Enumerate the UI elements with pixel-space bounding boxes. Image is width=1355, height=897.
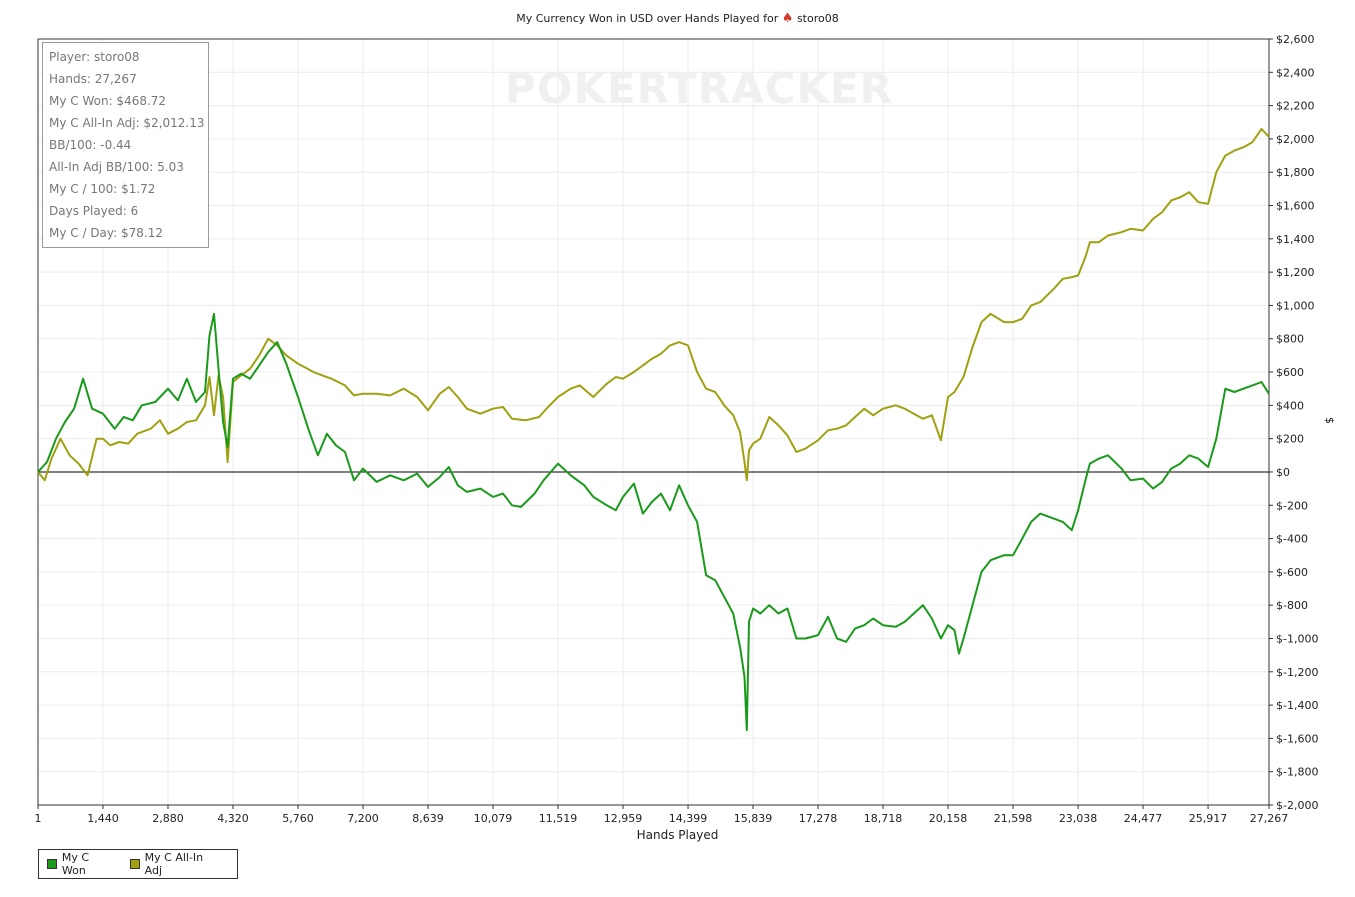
y-tick-label: $-1,400 xyxy=(1276,699,1318,712)
legend-label-won: My C Won xyxy=(61,851,90,877)
legend-swatch-won xyxy=(47,859,57,869)
stat-days-played: Days Played: 6 xyxy=(49,204,139,218)
x-tick-label: 10,079 xyxy=(474,812,513,825)
y-tick-label: $2,200 xyxy=(1276,100,1315,113)
series-line-my-c-won xyxy=(37,312,1270,732)
x-tick-label: 1,440 xyxy=(87,812,119,825)
y-tick-label: $1,400 xyxy=(1276,233,1315,246)
y-tick-label: $-400 xyxy=(1276,533,1308,546)
y-tick-label: $600 xyxy=(1276,366,1304,379)
legend-item-allin[interactable]: My C All-In Adj xyxy=(129,851,223,877)
y-tick-label: $800 xyxy=(1276,333,1304,346)
x-tick-label: 27,267 xyxy=(1250,812,1289,825)
stat-hands: Hands: 27,267 xyxy=(49,72,137,86)
stat-per-100: My C / 100: $1.72 xyxy=(49,182,156,196)
x-tick-label: 21,598 xyxy=(994,812,1033,825)
stat-allin-adj: My C All-In Adj: $2,012.13 xyxy=(49,116,205,130)
x-tick-label: 1 xyxy=(35,812,42,825)
x-tick-label: 24,477 xyxy=(1124,812,1163,825)
stat-allin-bb100: All-In Adj BB/100: 5.03 xyxy=(49,160,184,174)
y-axis-label: $ xyxy=(1323,417,1336,424)
pokertracker-watermark: POKERTRACKER xyxy=(505,64,894,113)
y-tick-label: $-800 xyxy=(1276,599,1308,612)
x-tick-label: 7,200 xyxy=(347,812,379,825)
stats-box: Player: storo08 Hands: 27,267 My C Won: … xyxy=(42,42,209,248)
legend: My C Won My C All-In Adj xyxy=(38,849,238,879)
stat-player: Player: storo08 xyxy=(49,50,140,64)
y-tick-label: $-1,600 xyxy=(1276,732,1318,745)
y-tick-label: $-1,800 xyxy=(1276,766,1318,779)
y-tick-label: $1,600 xyxy=(1276,200,1315,213)
x-tick-label: 12,959 xyxy=(604,812,643,825)
chart-title-prefix: My Currency Won in USD over Hands Played… xyxy=(516,12,779,25)
x-tick-label: 15,839 xyxy=(734,812,773,825)
x-tick-label: 4,320 xyxy=(217,812,249,825)
x-tick-label: 25,917 xyxy=(1189,812,1228,825)
y-tick-label: $2,400 xyxy=(1276,66,1315,79)
y-tick-label: $1,200 xyxy=(1276,266,1315,279)
legend-item-won[interactable]: My C Won xyxy=(47,851,116,877)
x-tick-label: 8,639 xyxy=(412,812,444,825)
y-tick-label: $400 xyxy=(1276,399,1304,412)
chart-title-player: storo08 xyxy=(796,12,839,25)
y-tick-label: $2,000 xyxy=(1276,133,1315,146)
y-tick-label: $200 xyxy=(1276,433,1304,446)
spade-icon: ♠ xyxy=(781,11,794,26)
x-tick-label: 2,880 xyxy=(152,812,184,825)
legend-label-allin: My C All-In Adj xyxy=(144,851,204,877)
y-tick-label: $-600 xyxy=(1276,566,1308,579)
stat-per-day: My C / Day: $78.12 xyxy=(49,226,163,240)
plot-frame xyxy=(37,38,1270,806)
stat-won: My C Won: $468.72 xyxy=(49,94,167,108)
series-line-my-c-all-in-adj xyxy=(37,127,1270,482)
y-tick-label: $-200 xyxy=(1276,499,1308,512)
x-tick-label: 23,038 xyxy=(1059,812,1098,825)
x-axis-label: Hands Played xyxy=(636,828,719,842)
stat-bb100: BB/100: -0.44 xyxy=(49,138,132,152)
y-tick-label: $0 xyxy=(1276,466,1290,479)
x-tick-label: 20,158 xyxy=(929,812,968,825)
y-tick-label: $1,000 xyxy=(1276,299,1315,312)
y-tick-label: $-1,000 xyxy=(1276,632,1318,645)
x-tick-label: 14,399 xyxy=(669,812,708,825)
x-tick-label: 18,718 xyxy=(864,812,903,825)
x-tick-label: 11,519 xyxy=(539,812,578,825)
legend-swatch-allin xyxy=(129,859,140,869)
y-tick-label: $-2,000 xyxy=(1276,799,1318,812)
x-tick-label: 5,760 xyxy=(282,812,314,825)
y-tick-label: $1,800 xyxy=(1276,166,1315,179)
y-tick-label: $-1,200 xyxy=(1276,666,1318,679)
x-tick-label: 17,278 xyxy=(799,812,838,825)
chart-title: My Currency Won in USD over Hands Played… xyxy=(0,11,1355,26)
y-tick-label: $2,600 xyxy=(1276,33,1315,46)
